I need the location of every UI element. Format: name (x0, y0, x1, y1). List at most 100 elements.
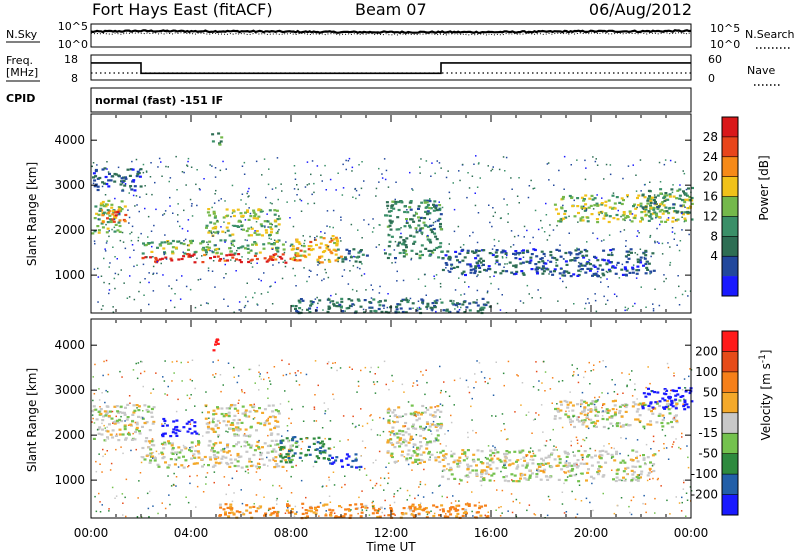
echo-cell (430, 453, 434, 456)
echo-cell (172, 428, 176, 431)
echo-cell (230, 404, 233, 407)
echo-cell (214, 343, 217, 346)
echo-cell (417, 219, 421, 222)
noise-cell (484, 514, 486, 517)
noise-cell (606, 278, 608, 280)
echo-cell (396, 303, 400, 306)
echo-cell (561, 197, 565, 200)
noise-cell (340, 240, 342, 242)
noise-cell (487, 511, 489, 513)
echo-cell (555, 264, 559, 267)
echo-cell (115, 419, 119, 422)
echo-cell (233, 433, 237, 436)
noise-cell (448, 191, 451, 194)
noise-cell (185, 184, 187, 186)
echo-cell (533, 454, 537, 457)
echo-cell (638, 420, 642, 423)
noise-cell (354, 187, 357, 190)
echo-cell (559, 255, 563, 258)
noise-cell (575, 436, 578, 439)
noise-cell (278, 228, 280, 231)
echo-cell (654, 200, 657, 204)
noise-cell (152, 265, 155, 268)
echo-cell (413, 515, 416, 518)
echo-cell (476, 458, 480, 461)
noise-cell (175, 485, 177, 487)
echo-cell (688, 206, 692, 209)
noise-cell (592, 156, 594, 158)
echo-cell (171, 250, 175, 253)
noise-cell (363, 273, 366, 275)
noise-cell (356, 266, 359, 269)
noise-cell (279, 453, 282, 455)
noise-cell (506, 254, 508, 257)
echo-cell (236, 208, 240, 211)
echo-cell (255, 410, 259, 413)
noise-cell (281, 277, 284, 280)
echo-cell (116, 410, 120, 413)
noise-cell (425, 294, 427, 296)
echo-cell (633, 214, 637, 217)
noise-cell (117, 166, 120, 169)
noise-cell (372, 218, 374, 220)
noise-cell (130, 231, 133, 234)
noise-left-tick-top: 10^5 (58, 20, 88, 33)
echo-cell (621, 425, 625, 428)
echo-cell (225, 208, 229, 211)
noise-cell (663, 417, 665, 419)
noise-cell (96, 164, 98, 166)
echo-cell (662, 210, 666, 213)
noise-cell (492, 445, 494, 447)
echo-cell (96, 185, 100, 188)
echo-cell (173, 463, 177, 466)
noise-cell (356, 391, 358, 393)
echo-cell (197, 456, 201, 459)
echo-cell (621, 214, 625, 217)
echo-cell (294, 307, 297, 310)
noise-cell (663, 280, 665, 283)
noise-cell (434, 406, 436, 408)
echo-cell (450, 453, 454, 457)
echo-cell (651, 454, 655, 457)
echo-cell (244, 211, 247, 214)
noise-cell (185, 285, 188, 288)
echo-cell (108, 172, 111, 175)
echo-cell (682, 213, 685, 216)
echo-cell (298, 307, 302, 310)
noise-cell (535, 361, 537, 363)
noise-cell (347, 160, 350, 162)
noise-cell (363, 219, 365, 221)
noise-cell (169, 196, 171, 199)
noise-cell (230, 454, 232, 456)
echo-cell (307, 449, 310, 452)
noise-cell (626, 385, 628, 388)
echo-cell (274, 465, 278, 468)
echo-cell (480, 475, 483, 478)
noise-cell (631, 213, 634, 215)
noise-cell (218, 199, 220, 202)
noise-cell (664, 389, 666, 391)
echo-cell (201, 261, 205, 264)
colorbar-swatch (722, 433, 738, 454)
echo-cell (557, 478, 561, 481)
noise-cell (294, 200, 296, 202)
echo-cell (197, 452, 201, 455)
noise-cell (441, 495, 443, 498)
noise-cell (351, 170, 353, 172)
echo-cell (608, 261, 612, 264)
echo-cell (236, 454, 240, 457)
echo-cell (615, 476, 619, 479)
echo-cell (461, 452, 464, 455)
noise-cell (577, 374, 579, 376)
echo-cell (541, 265, 545, 268)
echo-cell (559, 409, 563, 412)
echo-cell (387, 245, 391, 248)
echo-cell (685, 194, 689, 197)
echo-cell (232, 512, 236, 515)
echo-cell (143, 404, 147, 407)
noise-cell (102, 305, 104, 307)
echo-cell (150, 250, 154, 253)
echo-cell (564, 471, 567, 474)
echo-cell (461, 449, 465, 452)
echo-cell (673, 418, 677, 421)
